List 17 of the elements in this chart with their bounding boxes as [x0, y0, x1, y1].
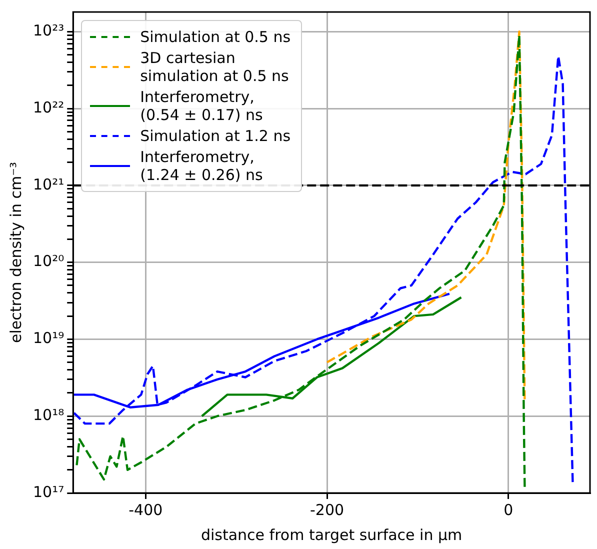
x-tick-label: -200 [310, 500, 344, 519]
legend-label: 3D cartesian simulation at 0.5 ns [140, 49, 290, 85]
legend-label: Interferometry, (0.54 ± 0.17) ns [140, 88, 264, 124]
y-axis-title: electron density in cm⁻³ [6, 162, 25, 344]
x-tick-label: -400 [128, 500, 163, 519]
y-tick-label: 10²⁰ [32, 252, 64, 270]
y-tick-label: 10¹⁹ [32, 329, 64, 348]
legend-label: Interferometry, (1.24 ± 0.26) ns [140, 148, 264, 184]
x-tick-label: 0 [504, 500, 514, 519]
y-tick-label: 10²² [32, 98, 64, 116]
y-tick-label: 10²¹ [32, 175, 64, 194]
y-tick-label: 10¹⁸ [32, 406, 64, 424]
x-axis-title: distance from target surface in µm [200, 526, 462, 544]
y-tick-label: 10²³ [32, 22, 64, 40]
legend-label: Simulation at 1.2 ns [140, 127, 291, 145]
y-tick-label: 10¹⁷ [32, 482, 64, 501]
legend-label: Simulation at 0.5 ns [140, 28, 291, 46]
